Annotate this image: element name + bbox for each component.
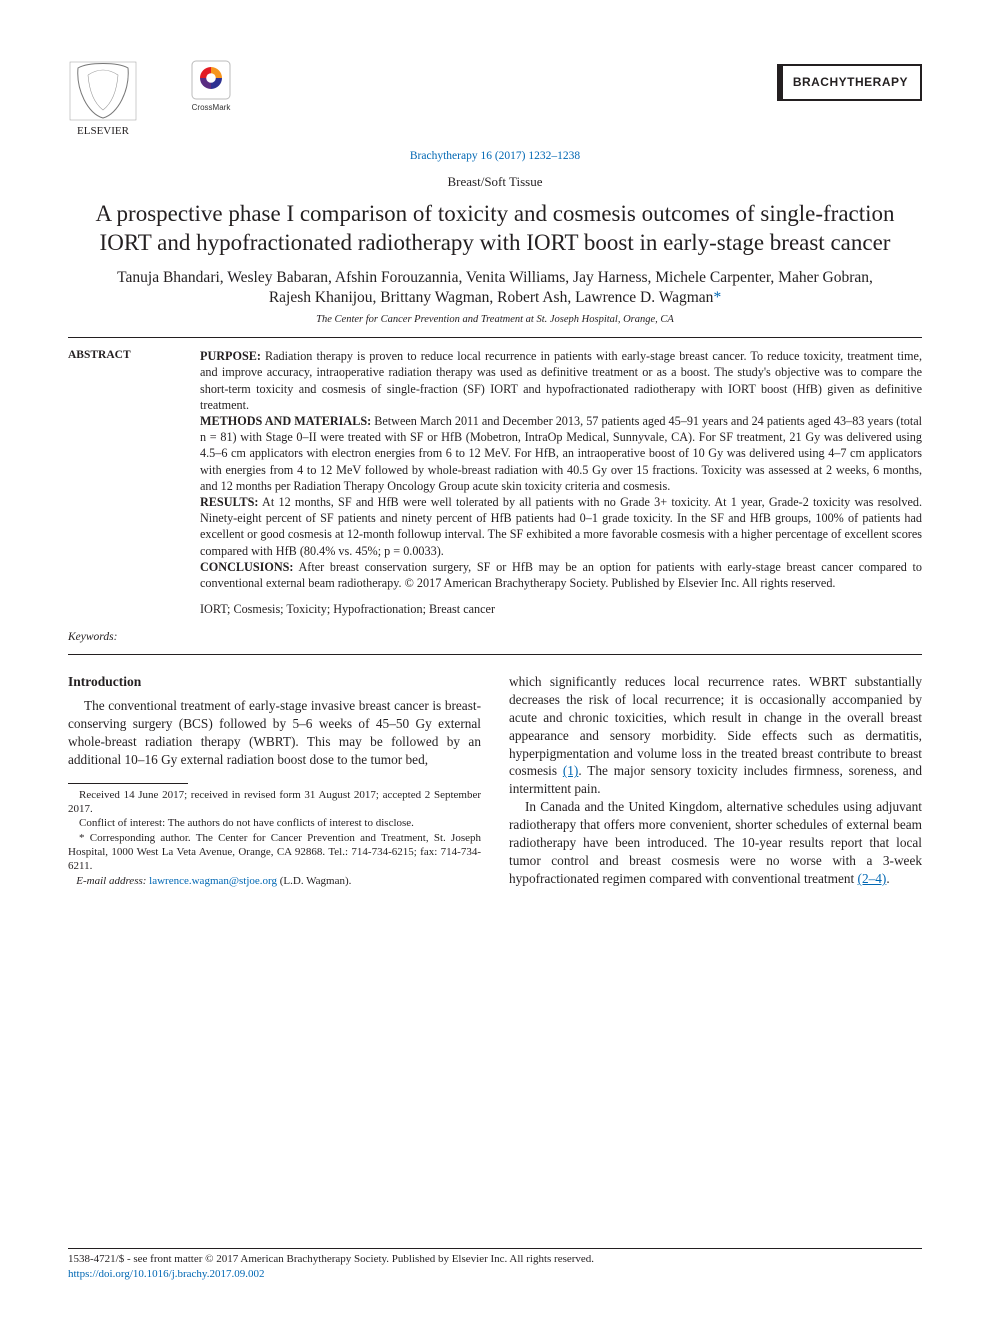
methods-head: METHODS AND MATERIALS: xyxy=(200,414,371,428)
author-list: Tanuja Bhandari, Wesley Babaran, Afshin … xyxy=(68,268,922,313)
rule-bottom xyxy=(68,654,922,655)
results-head: RESULTS: xyxy=(200,495,259,509)
email-label: E-mail address: xyxy=(76,875,146,887)
crossmark-badge[interactable]: CrossMark xyxy=(188,60,234,113)
footnote-corresponding: * Corresponding author. The Center for C… xyxy=(68,831,481,874)
introduction-heading: Introduction xyxy=(68,673,481,691)
copyright-footer: 1538-4721/$ - see front matter © 2017 Am… xyxy=(68,1248,922,1282)
abstract-text: PURPOSE: Radiation therapy is proven to … xyxy=(200,348,922,646)
abstract-left-col: ABSTRACT Keywords: xyxy=(68,348,180,646)
keywords-text: IORT; Cosmesis; Toxicity; Hypofractionat… xyxy=(200,601,922,617)
intro-p2-tail: . xyxy=(886,871,889,886)
abstract-block: ABSTRACT Keywords: PURPOSE: Radiation th… xyxy=(68,344,922,648)
corresponding-asterisk: * xyxy=(713,289,721,306)
intro-paragraph-1a: The conventional treatment of early-stag… xyxy=(68,697,481,769)
copyright-line: 1538-4721/$ - see front matter © 2017 Am… xyxy=(68,1252,922,1267)
email-tail: (L.D. Wagman). xyxy=(277,875,351,887)
results-text: At 12 months, SF and HfB were well toler… xyxy=(200,495,922,558)
footnote-received: Received 14 June 2017; received in revis… xyxy=(68,788,481,817)
elsevier-logo: ELSEVIER xyxy=(68,60,138,144)
abstract-label: ABSTRACT xyxy=(68,348,180,364)
header-row: ELSEVIER CrossMark BRACHYTHERAPY xyxy=(68,60,922,155)
intro-paragraph-1b: which significantly reduces local recurr… xyxy=(509,673,922,799)
body-columns: Introduction The conventional treatment … xyxy=(68,673,922,888)
doi-link[interactable]: https://doi.org/10.1016/j.brachy.2017.09… xyxy=(68,1268,264,1280)
affiliation: The Center for Cancer Prevention and Tre… xyxy=(68,313,922,327)
footnote-rule xyxy=(68,783,188,784)
footnote-email-line: E-mail address: lawrence.wagman@stjoe.or… xyxy=(68,874,481,888)
article-section-label: Breast/Soft Tissue xyxy=(68,173,922,191)
keywords-label: Keywords: xyxy=(68,630,180,646)
reference-link-2-4[interactable]: (2–4) xyxy=(858,871,887,886)
purpose-text: Radiation therapy is proven to reduce lo… xyxy=(200,349,922,412)
crossmark-label: CrossMark xyxy=(188,102,234,113)
conclusions-text: After breast conservation surgery, SF or… xyxy=(200,560,922,590)
article-title: A prospective phase I comparison of toxi… xyxy=(68,199,922,268)
reference-link-1[interactable]: (1) xyxy=(563,763,579,778)
elsevier-label: ELSEVIER xyxy=(77,125,130,137)
intro-paragraph-2: In Canada and the United Kingdom, altern… xyxy=(509,798,922,888)
footnote-conflict: Conflict of interest: The authors do not… xyxy=(68,816,481,830)
rule-top xyxy=(68,337,922,338)
author-names: Tanuja Bhandari, Wesley Babaran, Afshin … xyxy=(117,269,873,306)
corresponding-email-link[interactable]: lawrence.wagman@stjoe.org xyxy=(149,875,277,887)
footnotes: Received 14 June 2017; received in revis… xyxy=(68,788,481,888)
journal-name-box: BRACHYTHERAPY xyxy=(777,64,922,101)
conclusions-head: CONCLUSIONS: xyxy=(200,560,293,574)
purpose-head: PURPOSE: xyxy=(200,349,261,363)
journal-name: BRACHYTHERAPY xyxy=(793,75,908,89)
